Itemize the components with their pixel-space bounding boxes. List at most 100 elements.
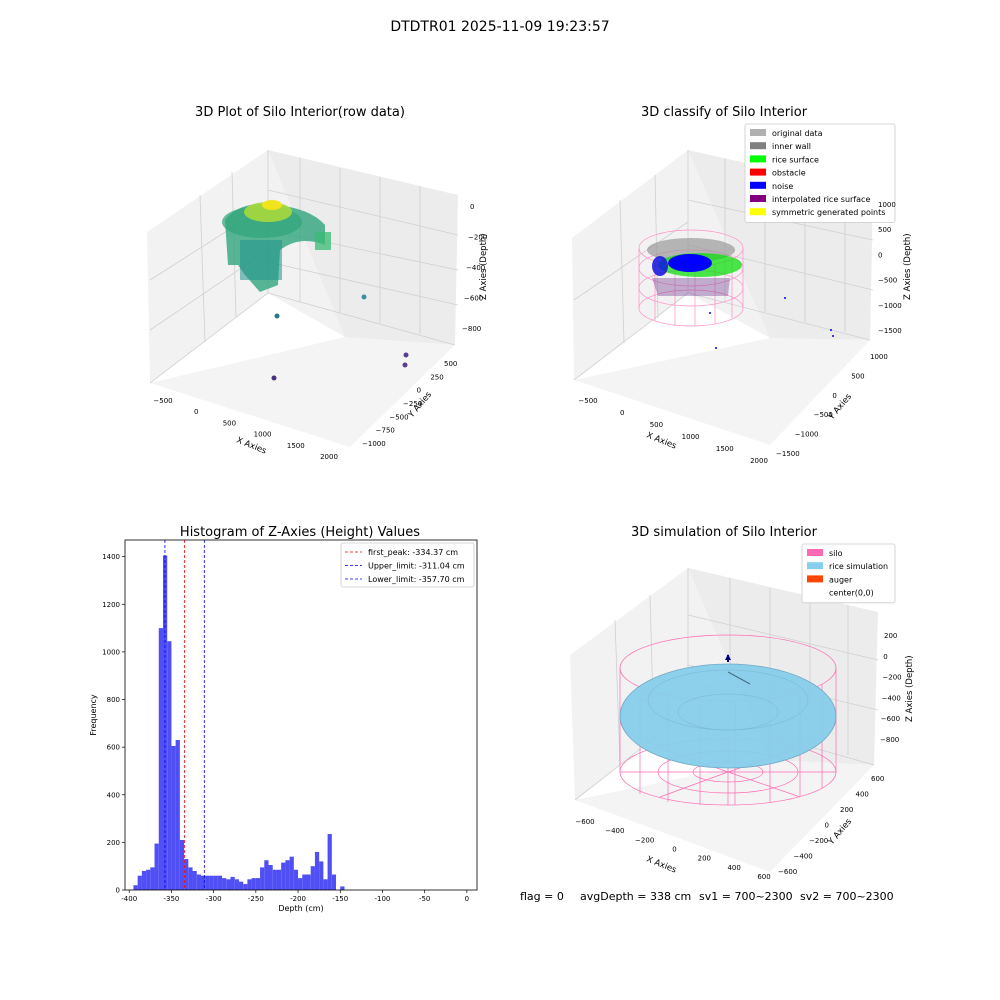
z-tick-label: 0 <box>878 251 882 259</box>
histogram-bar <box>171 745 176 890</box>
x-tick-label: −400 <box>605 827 624 835</box>
raw-outlier-points <box>271 294 409 381</box>
y-tick-label: 200 <box>840 806 853 814</box>
x-tick-label: 2000 <box>750 457 768 465</box>
classify-z-axis-label: Z Axies (Depth) <box>903 233 913 300</box>
histogram-bar <box>150 867 155 890</box>
classify-y-ticks: 1000 500 0 −500 −1000 −1500 <box>776 353 888 458</box>
raw-x-ticks: −500 0 500 1000 1500 2000 <box>153 397 338 461</box>
histogram-bar <box>281 862 286 890</box>
histogram-bar <box>306 874 311 890</box>
x-tick-label: −500 <box>153 397 172 405</box>
x-tick-label: 1000 <box>254 431 272 439</box>
z-tick-label: −600 <box>881 715 900 723</box>
legend-label: rice surface <box>772 155 819 164</box>
histogram-bar <box>310 866 315 890</box>
x-tick-label: -300 <box>206 895 222 903</box>
histogram-bar <box>154 843 159 890</box>
legend-label: first_peak: -334.37 cm <box>368 548 458 557</box>
y-tick-label: −750 <box>376 427 395 435</box>
simulation-x-axis-label: X Axies <box>645 855 678 876</box>
x-tick-label: 0 <box>465 895 469 903</box>
legend-swatch <box>750 181 766 189</box>
legend-box <box>744 123 896 223</box>
histogram-bar <box>192 870 197 890</box>
histogram-bar <box>188 867 193 890</box>
histogram-bar <box>146 869 151 890</box>
classify-y-axis-label: Y Axies <box>826 392 854 423</box>
histogram-bar <box>272 869 277 890</box>
histogram-bar <box>323 879 328 890</box>
histogram-bar <box>314 851 320 890</box>
histogram-bar <box>268 865 273 890</box>
legend-label: center(0,0) <box>829 589 874 598</box>
z-tick-label: −400 <box>882 694 901 702</box>
z-tick-label: 0 <box>883 653 887 661</box>
x-tick-label: -350 <box>163 895 179 903</box>
x-tick-label: -200 <box>290 895 306 903</box>
histogram-bar <box>276 869 282 890</box>
z-tick-label: −600 <box>464 295 483 303</box>
simulation-legend: silo rice simulation auger center(0,0) <box>801 543 896 604</box>
y-tick-label: 600 <box>107 744 120 752</box>
simulation-title: 3D simulation of Silo Interior <box>631 525 818 540</box>
histogram-bar <box>251 878 256 890</box>
legend-label: inner wall <box>772 142 811 151</box>
x-tick-label: 0 <box>620 409 624 417</box>
legend-swatch <box>750 155 766 163</box>
y-tick-label: 400 <box>856 791 869 799</box>
histogram-bar <box>247 879 252 890</box>
status-flag: flag = 0 <box>520 890 564 903</box>
y-tick-label: −1500 <box>776 450 800 458</box>
histogram-bar <box>230 876 235 890</box>
legend-swatch <box>750 208 766 216</box>
classify-x-ticks: −500 0 500 1000 1500 2000 <box>578 397 768 465</box>
y-tick-label: 0 <box>825 822 829 830</box>
histogram-bar <box>260 867 265 890</box>
panel-simulation-3d: 3D simulation of Silo Interior <box>570 525 915 881</box>
x-tick-label: 1000 <box>682 433 700 441</box>
legend-swatch <box>750 129 766 136</box>
status-avg-depth: avgDepth = 338 cm <box>580 890 691 903</box>
outlier-point <box>403 352 409 358</box>
y-tick-label: 200 <box>107 839 120 847</box>
histogram-bar <box>175 740 180 890</box>
classify-legend: original data inner wall rice surface obsta… <box>744 123 896 223</box>
y-tick-label: −500 <box>814 411 833 419</box>
x-tick-label: -250 <box>248 895 264 903</box>
z-tick-label: −1500 <box>878 327 902 335</box>
legend-label: silo <box>829 549 843 558</box>
raw-z-axis-label: Z Axies (Depth) <box>479 233 489 300</box>
histogram-bar <box>264 860 269 890</box>
x-tick-label: −600 <box>575 818 594 826</box>
histogram-bar <box>293 869 299 890</box>
legend-swatch <box>807 562 823 570</box>
histogram-bar <box>226 879 231 890</box>
z-tick-label: −400 <box>466 264 485 272</box>
figure-title: DTDTR01 2025-11-09 19:23:57 <box>390 19 609 35</box>
z-tick-label: 500 <box>878 226 891 234</box>
histogram-bar <box>319 861 324 890</box>
histogram-x-axis-label: Depth (cm) <box>278 904 323 913</box>
y-tick-label: 600 <box>871 775 884 783</box>
classify-x-axis-label: X Axies <box>645 431 678 452</box>
y-tick-label: 250 <box>430 373 443 381</box>
histogram-y-ticks: 0 200 400 600 800 1000 1200 1400 <box>102 553 125 895</box>
y-tick-label: 400 <box>107 791 120 799</box>
legend-label: Lower_limit: -357.70 cm <box>368 575 465 584</box>
x-tick-label: -150 <box>332 895 348 903</box>
histogram-bar <box>137 875 142 890</box>
x-tick-label: 0 <box>672 846 676 854</box>
z-tick-label: −1000 <box>878 302 902 310</box>
y-tick-label: 800 <box>107 696 120 704</box>
legend-label: interpolated rice surface <box>772 195 870 204</box>
y-tick-label: 0 <box>116 887 120 895</box>
simulation-y-axis-label: Y Axies <box>826 817 854 848</box>
z-tick-label: −800 <box>880 736 899 744</box>
outlier-point <box>271 375 277 381</box>
histogram-bar <box>196 874 201 890</box>
histogram-bar <box>243 884 248 890</box>
legend-label: noise <box>772 182 793 191</box>
simulation-x-ticks: −600 −400 −200 0 200 400 600 <box>575 818 770 881</box>
